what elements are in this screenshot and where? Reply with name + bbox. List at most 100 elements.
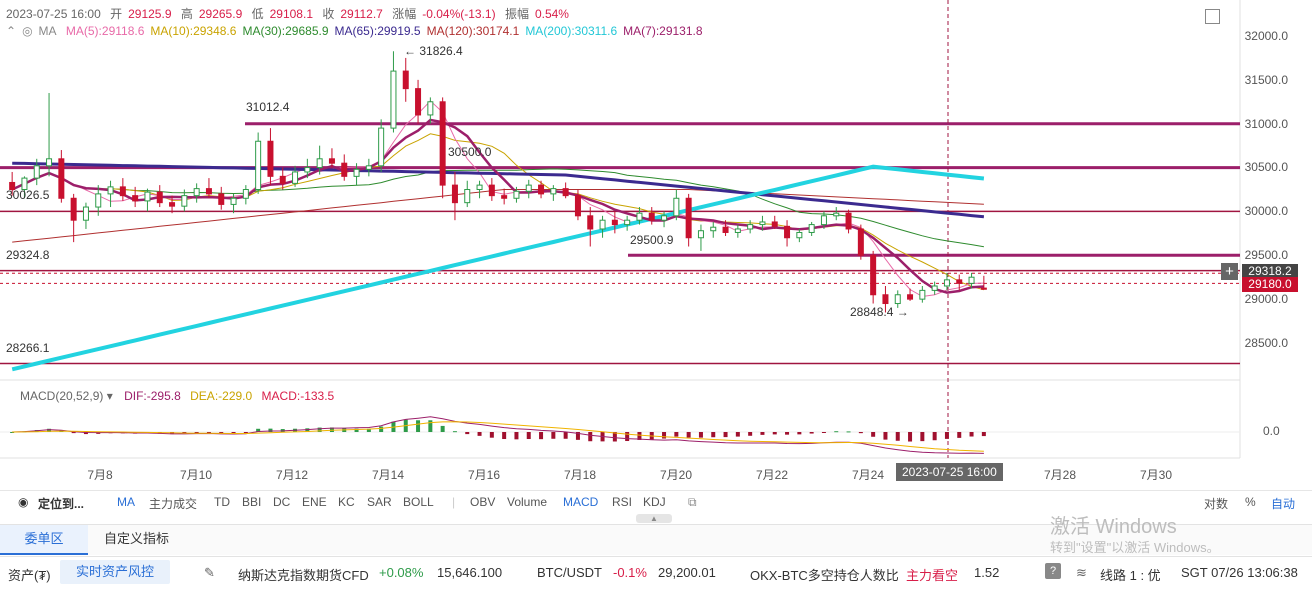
ma30-line bbox=[11, 168, 984, 248]
price-chart[interactable] bbox=[0, 0, 1312, 490]
status-bar: 资产(₮) 实时资产风控 ✎ 纳斯达克指数期货CFD +0.08% 15,646… bbox=[0, 556, 1312, 591]
indicator-ma[interactable]: MA bbox=[117, 495, 135, 509]
indicator-td[interactable]: TD bbox=[214, 495, 230, 509]
ticker-okx-name[interactable]: OKX-BTC多空持仓人数比 bbox=[750, 568, 899, 583]
candle-up bbox=[968, 276, 975, 284]
indicator-obv[interactable]: OBV bbox=[470, 495, 496, 509]
macd-histogram-bar bbox=[477, 432, 482, 436]
macd-histogram-bar bbox=[194, 432, 199, 433]
eye-icon[interactable]: ◎ bbox=[22, 24, 33, 38]
macd-histogram-bar bbox=[944, 432, 949, 439]
close-value: 29112.7 bbox=[340, 7, 383, 21]
candle-down bbox=[488, 184, 495, 197]
candle-down bbox=[9, 181, 16, 191]
macd-histogram-bar bbox=[785, 432, 790, 435]
add-level-button[interactable]: + bbox=[1221, 263, 1238, 280]
x-tick: 7月8 bbox=[87, 468, 113, 482]
ma-legend-item: MA(65):29919.5 bbox=[334, 24, 421, 38]
y-tick: 29500.0 bbox=[1244, 248, 1288, 262]
log-scale-button[interactable]: 对数 bbox=[1204, 497, 1229, 511]
macd-histogram-bar bbox=[858, 432, 863, 434]
panel-collapse-handle[interactable]: ▲ bbox=[636, 514, 672, 523]
help-icon[interactable]: ? bbox=[1045, 563, 1061, 579]
indicator-kdj[interactable]: KDJ bbox=[643, 495, 666, 509]
ma-legend-item: MA(200):30311.6 bbox=[525, 24, 618, 38]
macd-histogram-bar bbox=[883, 432, 888, 440]
tab-custom-indicators[interactable]: 自定义指标 bbox=[104, 525, 169, 553]
macd-histogram-bar bbox=[932, 432, 937, 441]
candle-up bbox=[181, 195, 188, 207]
macd-histogram-bar bbox=[686, 432, 691, 438]
indicator-macd[interactable]: MACD bbox=[563, 495, 599, 509]
candle-up bbox=[242, 189, 249, 199]
auto-scale-button[interactable]: 自动 bbox=[1271, 497, 1296, 511]
candle-up bbox=[21, 177, 28, 190]
y-tick: 30500.0 bbox=[1244, 160, 1288, 174]
ticker-nasdaq-name[interactable]: 纳斯达克指数期货CFD bbox=[238, 568, 369, 583]
assets-label: 资产(₮) bbox=[8, 568, 51, 583]
pencil-icon[interactable]: ✎ bbox=[204, 565, 215, 580]
macd-histogram-bar bbox=[637, 432, 642, 440]
candle-down bbox=[415, 88, 422, 116]
candle-down bbox=[402, 70, 409, 90]
indicator-volume[interactable]: Volume bbox=[507, 495, 548, 509]
candle-up bbox=[673, 197, 680, 217]
ticker-okx-tag: 主力看空 bbox=[906, 568, 959, 583]
candle-down bbox=[218, 193, 225, 205]
indicator-rsi[interactable]: RSI bbox=[612, 495, 633, 509]
amplitude-value: 0.54% bbox=[534, 7, 569, 21]
ticker-btc-name[interactable]: BTC/USDT bbox=[537, 565, 602, 580]
tab-custom-indicators-label: 自定义指标 bbox=[104, 531, 170, 546]
ma-legend-item: MA(120):30174.1 bbox=[426, 24, 520, 38]
ma-legend-item: MA(5):29118.6 bbox=[65, 24, 145, 38]
indicator-dc[interactable]: DC bbox=[273, 495, 291, 509]
ma200-line bbox=[11, 164, 985, 372]
x-tick: 7月28 bbox=[1043, 468, 1077, 482]
target-icon[interactable]: ◉ bbox=[18, 495, 29, 509]
locate-button[interactable]: 定位到... bbox=[38, 497, 85, 511]
activation-watermark-subtitle: 转到"设置"以激活 Windows。 bbox=[1050, 540, 1220, 555]
candle-down bbox=[205, 188, 212, 195]
macd-title: MACD(20,52,9) bbox=[20, 389, 104, 403]
ma-prefix: MA bbox=[38, 24, 57, 38]
indicator-bbi[interactable]: BBI bbox=[242, 495, 262, 509]
macd-histogram-bar bbox=[957, 432, 962, 438]
candle-up bbox=[46, 158, 53, 167]
candle-up bbox=[808, 224, 815, 233]
macd-value: MACD:-133.5 bbox=[261, 389, 335, 403]
edit-indicators-icon[interactable]: ⧉ bbox=[688, 495, 697, 509]
ticker-btc-change: -0.1% bbox=[613, 565, 647, 580]
indicator-ene[interactable]: ENE bbox=[302, 495, 327, 509]
macd-histogram-bar bbox=[71, 432, 76, 434]
tab-orders-label: 委单区 bbox=[24, 531, 64, 546]
ma7-line bbox=[11, 118, 984, 294]
candle-up bbox=[255, 140, 262, 190]
percent-scale-button[interactable]: % bbox=[1245, 495, 1256, 509]
fullscreen-icon[interactable] bbox=[1205, 9, 1220, 24]
macd-dea-line bbox=[12, 421, 984, 452]
macd-histogram-bar bbox=[83, 432, 88, 435]
connection-line[interactable]: 线路 1 : 优 bbox=[1100, 568, 1161, 583]
tab-orders[interactable]: 委单区 bbox=[0, 525, 88, 555]
macd-histogram-bar bbox=[354, 428, 359, 432]
macd-dropdown-icon[interactable]: ▾ bbox=[106, 389, 113, 403]
level-label-30026: 30026.5 bbox=[6, 188, 50, 202]
candle-down bbox=[169, 202, 176, 207]
macd-histogram-bar bbox=[575, 432, 580, 440]
realtime-risk-button[interactable]: 实时资产风控 bbox=[60, 560, 171, 584]
indicator-sar[interactable]: SAR bbox=[367, 495, 392, 509]
last-price-tag: 29180.0 bbox=[1242, 277, 1298, 292]
macd-histogram-bar bbox=[748, 432, 753, 436]
macd-histogram-bar bbox=[662, 432, 667, 439]
crosshair-price-tag: 29318.2 bbox=[1242, 264, 1298, 279]
indicator-main-volume[interactable]: 主力成交 bbox=[149, 497, 198, 511]
macd-histogram-bar bbox=[895, 432, 900, 441]
indicator-kc[interactable]: KC bbox=[338, 495, 355, 509]
clock-time: SGT 07/26 13:06:38 bbox=[1181, 565, 1298, 580]
macd-histogram-bar bbox=[317, 427, 322, 432]
macd-histogram-bar bbox=[329, 427, 334, 432]
candle-up bbox=[636, 212, 643, 221]
collapse-icon[interactable]: ⌃ bbox=[6, 24, 17, 38]
indicator-boll[interactable]: BOLL bbox=[403, 495, 434, 509]
candle-up bbox=[95, 193, 102, 208]
